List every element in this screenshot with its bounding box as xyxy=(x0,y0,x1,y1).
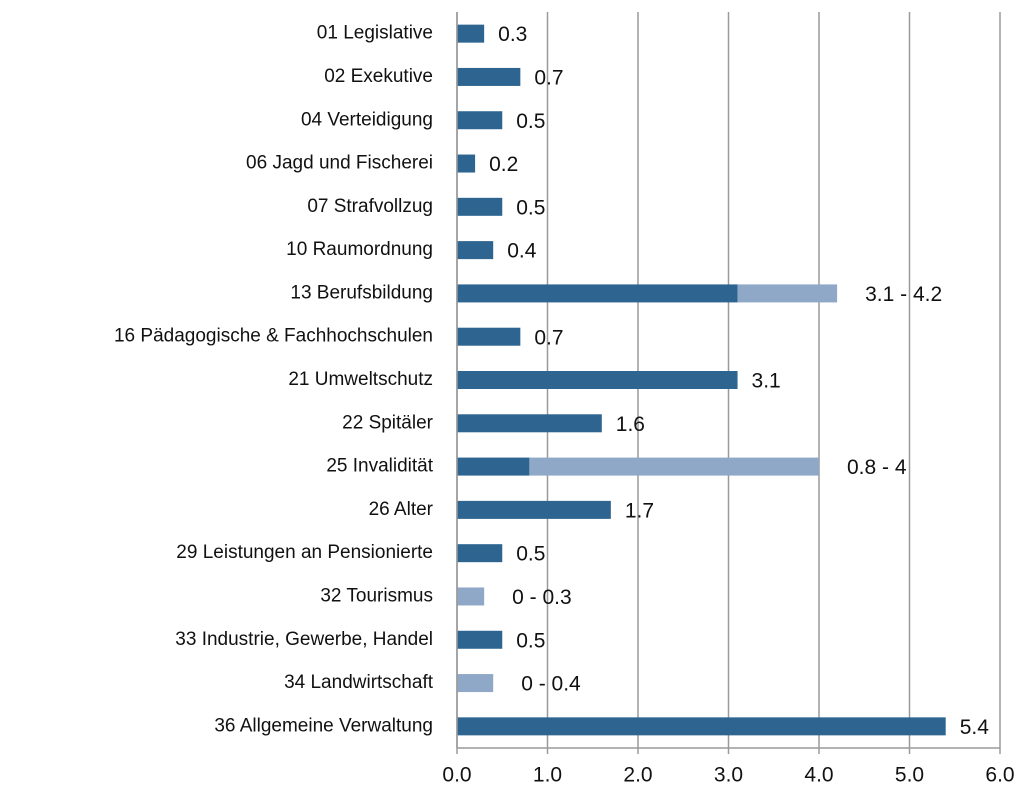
y-tick-label: 29 Leistungen an Pensionierte xyxy=(176,542,433,563)
bar xyxy=(457,457,530,476)
x-tick-label: 5.0 xyxy=(895,764,924,787)
data-label: 0.5 xyxy=(516,196,545,219)
y-tick-label: 13 Berufsbildung xyxy=(290,282,433,303)
y-tick-label: 33 Industrie, Gewerbe, Handel xyxy=(175,629,433,650)
data-label: 0.4 xyxy=(507,240,537,263)
x-tick-label: 1.0 xyxy=(533,764,562,787)
y-tick-label: 04 Verteidigung xyxy=(301,109,433,130)
y-tick-label: 22 Spitäler xyxy=(342,412,434,433)
y-tick-label: 36 Allgemeine Verwaltung xyxy=(214,715,433,736)
x-tick-label: 2.0 xyxy=(623,764,652,787)
x-tick-label: 6.0 xyxy=(985,764,1014,787)
data-label: 0.5 xyxy=(516,543,545,566)
x-tick-label: 4.0 xyxy=(804,764,833,787)
data-label: 0.2 xyxy=(489,153,518,176)
bar xyxy=(457,327,521,346)
data-label: 0.5 xyxy=(516,629,545,652)
y-tick-label: 26 Alter xyxy=(369,499,434,520)
data-label: 5.4 xyxy=(960,716,990,739)
bar xyxy=(457,67,521,86)
data-label: 0.5 xyxy=(516,110,545,133)
data-label: 0.7 xyxy=(534,326,563,349)
bar xyxy=(457,197,503,216)
bar xyxy=(457,24,485,43)
x-tick-label: 0.0 xyxy=(442,764,471,787)
y-tick-label: 16 Pädagogische & Fachhochschulen xyxy=(114,326,433,347)
bar xyxy=(457,500,611,519)
y-tick-label: 25 Invalidität xyxy=(326,456,433,477)
data-label: 0 - 0.4 xyxy=(521,673,581,696)
y-tick-label: 06 Jagd und Fischerei xyxy=(246,153,433,174)
x-tick-label: 3.0 xyxy=(714,764,743,787)
range-bar xyxy=(457,587,485,606)
bar xyxy=(457,717,946,736)
y-tick-label: 34 Landwirtschaft xyxy=(284,672,434,693)
y-tick-label: 32 Tourismus xyxy=(320,585,433,606)
data-label: 0.7 xyxy=(534,66,563,89)
range-bar xyxy=(529,457,819,476)
data-label: 1.6 xyxy=(616,413,645,436)
bar xyxy=(457,371,738,389)
data-label: 0.3 xyxy=(498,23,527,46)
y-tick-label: 10 Raumordnung xyxy=(286,239,433,260)
bar xyxy=(457,630,503,649)
range-bar xyxy=(737,284,838,303)
data-label: 1.7 xyxy=(625,499,654,522)
range-bar xyxy=(457,674,494,693)
bar xyxy=(457,241,494,260)
bar xyxy=(457,284,738,303)
data-label: 0 - 0.3 xyxy=(512,586,572,609)
y-tick-label: 07 Strafvollzug xyxy=(307,196,433,217)
data-label: 3.1 - 4.2 xyxy=(865,283,942,306)
bar xyxy=(457,111,503,130)
y-tick-label: 02 Exekutive xyxy=(324,66,433,87)
bar xyxy=(457,154,476,173)
y-tick-label: 21 Umweltschutz xyxy=(288,369,433,390)
data-label: 0.8 - 4 xyxy=(847,456,907,479)
bar xyxy=(457,544,503,563)
y-tick-label: 01 Legislative xyxy=(317,23,433,44)
bar xyxy=(457,414,602,433)
data-label: 3.1 xyxy=(752,370,781,393)
